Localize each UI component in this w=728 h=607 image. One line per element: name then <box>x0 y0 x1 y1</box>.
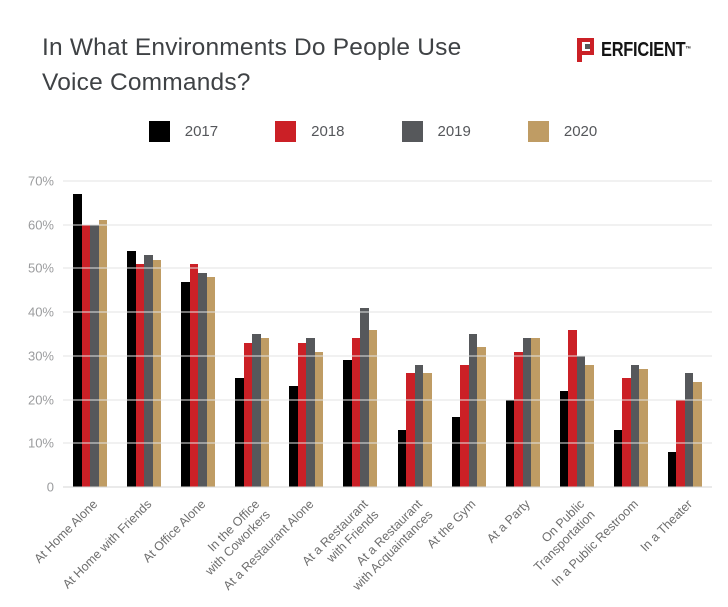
bar-2018 <box>189 264 199 487</box>
x-axis-category-label: At Home with Friends <box>59 497 155 592</box>
gridline <box>63 224 712 226</box>
bar-2017 <box>343 360 352 487</box>
bar-2019 <box>414 364 423 487</box>
bar-2019 <box>306 338 315 487</box>
bar-2020 <box>314 351 324 487</box>
legend-swatch-icon <box>148 121 170 142</box>
legend-swatch-icon <box>401 121 423 142</box>
bar-2018 <box>297 342 307 487</box>
bar-2017 <box>235 377 244 487</box>
bar-group <box>73 181 108 487</box>
legend-swatch-icon <box>275 121 297 142</box>
plot-area: At Home Alone At Home with Friends At Offi… <box>28 174 712 593</box>
gridline <box>63 442 712 444</box>
bar-2020 <box>477 347 486 487</box>
bar-group <box>127 181 162 487</box>
gridline <box>63 355 712 357</box>
y-axis-tick-label: 0 <box>46 479 54 495</box>
bar-2017 <box>181 281 190 487</box>
gridline <box>63 311 712 313</box>
gridline <box>63 180 712 182</box>
perficient-logo: ERFICIENT™ <box>577 38 711 62</box>
legend-item: 2017 <box>148 121 219 142</box>
bar-2020 <box>98 220 108 487</box>
bar-2019 <box>630 364 640 487</box>
bar-group <box>397 181 432 487</box>
bar-2019 <box>252 334 261 487</box>
bar-2020 <box>368 329 378 487</box>
bar-2019 <box>468 334 478 487</box>
bar-2020 <box>206 277 216 487</box>
bar-2018 <box>460 364 469 487</box>
legend-item: 2019 <box>401 121 471 142</box>
perficient-p-icon <box>577 38 598 62</box>
y-axis-tick-label: 50% <box>27 260 54 276</box>
bar-group <box>343 181 378 487</box>
gridline <box>63 486 712 488</box>
legend-label: 2018 <box>311 123 345 140</box>
bar-2018 <box>351 338 361 487</box>
bar-group <box>505 181 540 487</box>
bar-group <box>451 181 486 487</box>
bar-2017 <box>73 194 82 487</box>
bar-2018 <box>514 351 523 487</box>
legend-label: 2019 <box>437 123 471 140</box>
y-axis-tick-label: 20% <box>27 392 54 408</box>
bar-2017 <box>559 390 569 487</box>
x-axis-category-label: At the Gym <box>424 497 479 552</box>
bar-2017 <box>451 417 461 487</box>
y-axis-tick-label: 60% <box>27 217 54 233</box>
bar-2020 <box>260 338 270 487</box>
bar-2020 <box>531 338 540 487</box>
bar-2020 <box>639 368 648 487</box>
bar-group <box>289 181 324 487</box>
legend-label: 2020 <box>563 123 598 140</box>
logo-wordmark: ERFICIENT™ <box>601 39 692 61</box>
bar-2017 <box>289 386 298 487</box>
bar-2020 <box>585 364 594 487</box>
x-axis-category-label: At a Party <box>483 497 533 546</box>
page-title: In What Environments Do People Use Voice… <box>42 34 462 96</box>
bar-group <box>181 181 216 487</box>
bar-2019 <box>576 355 586 487</box>
bar-2019 <box>198 272 207 487</box>
bar-group <box>235 181 270 487</box>
legend-label: 2017 <box>184 123 219 140</box>
bar-2019 <box>684 373 694 487</box>
bar-2020 <box>152 259 162 487</box>
y-axis-tick-label: 70% <box>27 173 54 189</box>
bar-2018 <box>568 329 577 487</box>
bar-group <box>613 181 648 487</box>
gridline <box>63 267 712 269</box>
bar-2019 <box>144 255 153 487</box>
bar-2020 <box>693 382 702 487</box>
bar-2020 <box>423 373 432 487</box>
bar-2018 <box>243 342 253 487</box>
legend-item: 2018 <box>275 121 345 142</box>
legend-item: 2020 <box>527 121 598 142</box>
chart-legend: 2017 2018 2019 2020 <box>18 121 728 142</box>
y-axis-tick-label: 30% <box>27 348 54 364</box>
bar-2018 <box>135 264 145 487</box>
x-axis-labels: At Home Alone At Home with Friends At Offi… <box>31 487 712 597</box>
bar-2018 <box>622 377 631 487</box>
trademark-symbol: ™ <box>685 46 692 53</box>
bar-2017 <box>667 452 677 487</box>
bar-groups <box>63 181 712 487</box>
y-axis-tick-label: 10% <box>27 435 54 451</box>
bar-2019 <box>522 338 532 487</box>
bar-2017 <box>127 250 136 487</box>
bar-group <box>559 181 594 487</box>
gridline <box>63 399 712 401</box>
bar-2019 <box>360 307 369 487</box>
bar-2017 <box>613 430 623 487</box>
x-axis-category-label: In a Theater <box>637 497 695 555</box>
legend-swatch-icon <box>527 121 549 142</box>
y-axis-tick-label: 40% <box>27 304 54 320</box>
bar-group <box>667 181 702 487</box>
bar-2018 <box>406 373 415 487</box>
bar-2017 <box>397 430 406 487</box>
